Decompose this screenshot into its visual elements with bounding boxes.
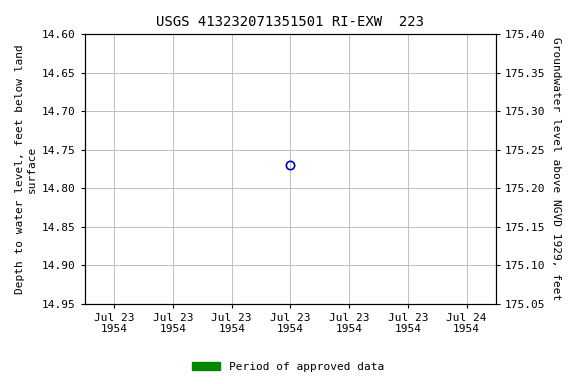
Y-axis label: Groundwater level above NGVD 1929, feet: Groundwater level above NGVD 1929, feet bbox=[551, 38, 561, 301]
Legend: Period of approved data: Period of approved data bbox=[188, 358, 388, 377]
Y-axis label: Depth to water level, feet below land
surface: Depth to water level, feet below land su… bbox=[15, 44, 37, 294]
Title: USGS 413232071351501 RI-EXW  223: USGS 413232071351501 RI-EXW 223 bbox=[157, 15, 425, 29]
